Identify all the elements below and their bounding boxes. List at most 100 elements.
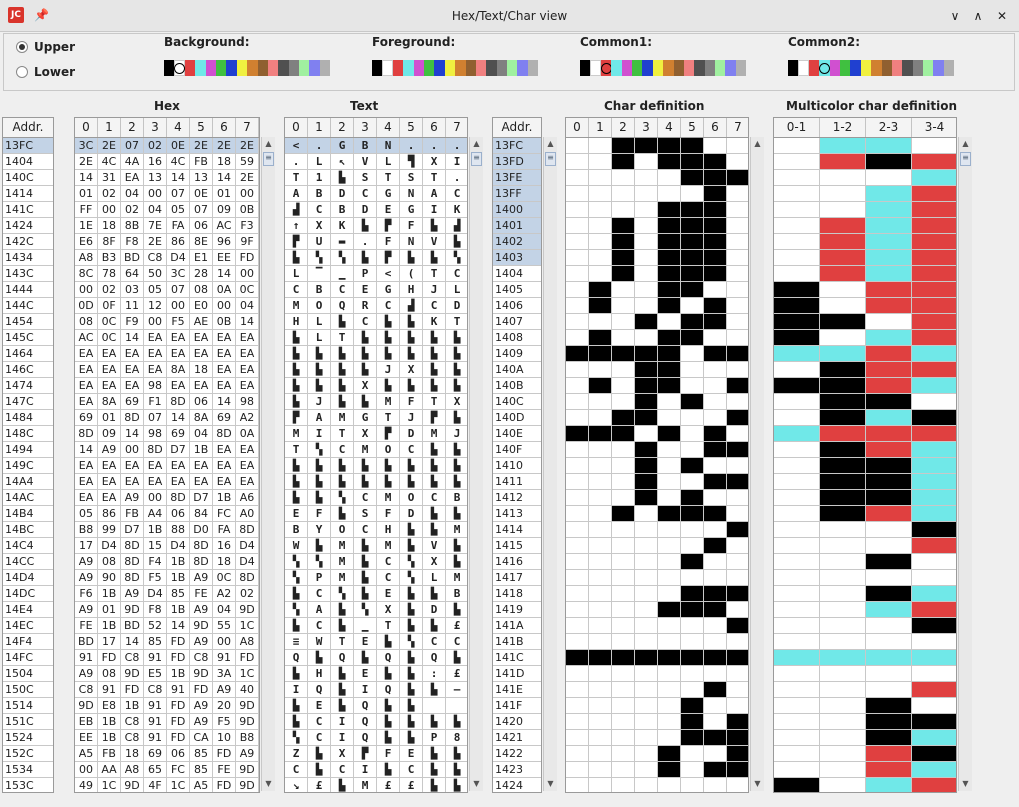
color-swatch[interactable] — [621, 60, 632, 76]
hex-cell[interactable]: 00 — [213, 634, 236, 649]
table-row[interactable]: 14FC — [3, 650, 53, 666]
hex-cell[interactable]: 2E — [236, 170, 259, 185]
pixel-cell[interactable] — [612, 138, 635, 153]
multi-pixel-cell[interactable] — [774, 282, 820, 297]
pixel-cell[interactable] — [566, 154, 589, 169]
pixel-cell[interactable] — [635, 266, 658, 281]
text-cell[interactable]: C — [377, 554, 400, 569]
hex-cell[interactable]: 69 — [121, 394, 144, 409]
pixel-cell[interactable] — [589, 682, 612, 697]
multi-pixel-cell[interactable] — [866, 474, 912, 489]
color-swatch[interactable] — [392, 60, 404, 76]
hex-cell[interactable]: A9 — [98, 442, 121, 457]
char-row[interactable] — [566, 154, 748, 170]
hex-cell[interactable]: 9D — [236, 698, 259, 713]
pixel-cell[interactable] — [704, 458, 727, 473]
text-cell[interactable]: X — [308, 218, 331, 233]
hex-cell[interactable]: 1B — [167, 554, 190, 569]
pixel-cell[interactable] — [566, 746, 589, 761]
hex-cell[interactable]: EA — [213, 330, 236, 345]
char-row[interactable] — [566, 698, 748, 714]
scroll-down-icon[interactable]: ▼ — [547, 779, 554, 788]
text-cell[interactable]: C — [308, 730, 331, 745]
pixel-cell[interactable] — [704, 506, 727, 521]
hex-cell[interactable]: EA — [213, 378, 236, 393]
color-swatch[interactable] — [891, 60, 903, 76]
pixel-cell[interactable] — [704, 746, 727, 761]
color-swatch[interactable] — [455, 60, 466, 76]
color-swatch[interactable] — [507, 60, 518, 76]
pixel-cell[interactable] — [566, 586, 589, 601]
hex-cell[interactable]: 00 — [75, 762, 98, 777]
pixel-cell[interactable] — [566, 698, 589, 713]
pixel-cell[interactable] — [589, 266, 612, 281]
color-swatch[interactable] — [319, 60, 331, 76]
hex-cell[interactable]: 3C — [167, 266, 190, 281]
pixel-cell[interactable] — [635, 618, 658, 633]
multi-row[interactable] — [774, 762, 956, 778]
char-row[interactable] — [566, 762, 748, 778]
multi-row[interactable] — [774, 570, 956, 586]
hex-cell[interactable]: 8D — [236, 570, 259, 585]
char-row[interactable] — [566, 506, 748, 522]
hex-cell[interactable]: 99 — [98, 522, 121, 537]
pixel-cell[interactable] — [612, 762, 635, 777]
char-row[interactable] — [566, 362, 748, 378]
text-cell[interactable]: I — [331, 714, 354, 729]
text-cell[interactable]: ▙ — [331, 170, 354, 185]
multi-pixel-cell[interactable] — [912, 634, 956, 649]
pixel-cell[interactable] — [681, 170, 704, 185]
table-row[interactable]: ▚ ▚ M ▙ C ▚ X ▙ — [285, 554, 467, 570]
multi-pixel-cell[interactable] — [774, 618, 820, 633]
text-cell[interactable]: M — [446, 570, 467, 585]
multi-pixel-cell[interactable] — [866, 346, 912, 361]
hex-cell[interactable]: 00 — [144, 314, 167, 329]
pixel-cell[interactable] — [681, 346, 704, 361]
hex-cell[interactable]: B8 — [75, 522, 98, 537]
pixel-cell[interactable] — [612, 650, 635, 665]
pixel-cell[interactable] — [589, 570, 612, 585]
hex-cell[interactable]: 64 — [121, 266, 144, 281]
pixel-cell[interactable] — [612, 746, 635, 761]
char-row[interactable] — [566, 746, 748, 762]
table-row[interactable]: 14F4 — [3, 634, 53, 650]
multi-pixel-cell[interactable] — [820, 714, 866, 729]
table-row[interactable]: ▙ L T ▙ ▙ ▙ ▙ ▙ — [285, 330, 467, 346]
hex-cell[interactable]: 8D — [190, 538, 213, 553]
pixel-cell[interactable] — [635, 362, 658, 377]
hex-cell[interactable]: 2E — [98, 138, 121, 153]
multi-pixel-cell[interactable] — [774, 554, 820, 569]
hex-cell[interactable]: C8 — [190, 650, 213, 665]
text-cell[interactable]: ↖ — [331, 154, 354, 169]
hex-cell[interactable]: D4 — [167, 250, 190, 265]
char-row[interactable] — [566, 266, 748, 282]
multi-pixel-cell[interactable] — [866, 490, 912, 505]
text-cell[interactable]: M — [285, 426, 308, 441]
hex-cell[interactable]: 8D — [121, 410, 144, 425]
pixel-cell[interactable] — [681, 394, 704, 409]
color-swatch[interactable] — [205, 60, 216, 76]
hex-cell[interactable]: 9D — [121, 666, 144, 681]
table-row[interactable]: 8D 09 14 98 69 04 8D 0A — [75, 426, 259, 442]
pixel-cell[interactable] — [658, 250, 681, 265]
hex-cell[interactable]: 08 — [98, 554, 121, 569]
pixel-cell[interactable] — [658, 314, 681, 329]
table-row[interactable]: H L ▙ C ▙ ▙ K T — [285, 314, 467, 330]
table-row[interactable]: C ▙ C I ▙ C ▙ ▙ — [285, 762, 467, 778]
multi-pixel-cell[interactable] — [774, 730, 820, 745]
hex-cell[interactable]: 98 — [144, 378, 167, 393]
pixel-cell[interactable] — [658, 186, 681, 201]
hex-cell[interactable]: F4 — [144, 554, 167, 569]
pixel-cell[interactable] — [681, 186, 704, 201]
text-cell[interactable]: ▙ — [331, 474, 354, 489]
hex-cell[interactable]: FD — [98, 650, 121, 665]
pixel-cell[interactable] — [589, 330, 612, 345]
color-swatch[interactable] — [642, 60, 653, 76]
pixel-cell[interactable] — [566, 538, 589, 553]
multi-pixel-cell[interactable] — [774, 154, 820, 169]
multi-pixel-cell[interactable] — [820, 666, 866, 681]
multi-pixel-cell[interactable] — [866, 442, 912, 457]
text-cell[interactable]: ▙ — [331, 618, 354, 633]
hex-cell[interactable]: 1B — [98, 618, 121, 633]
table-row[interactable]: 1401 — [493, 218, 541, 234]
